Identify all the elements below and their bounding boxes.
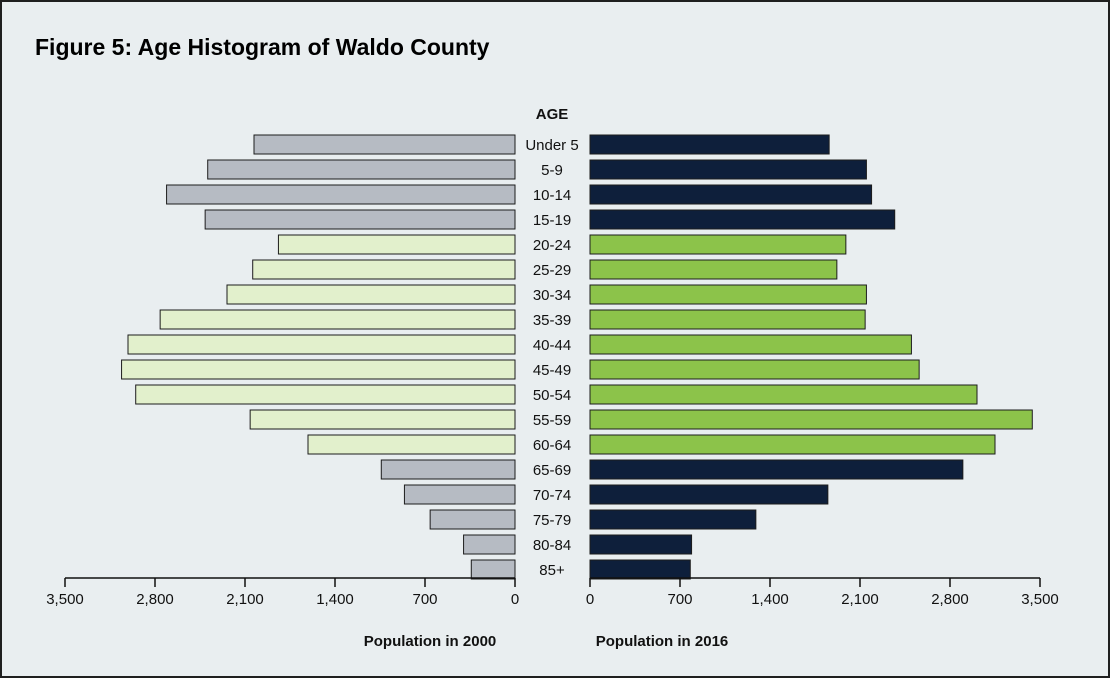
bar-2016-85+ (589, 559, 691, 580)
age-label-30-34: 30-34 (533, 287, 571, 304)
bar-2016-55-59 (589, 409, 1033, 430)
right-tick-label: 0 (586, 591, 594, 608)
bar-2016-80-84 (589, 534, 693, 555)
age-label-45-49: 45-49 (533, 362, 571, 379)
bars-2000 (121, 134, 516, 580)
bar-2016-25-29 (589, 259, 838, 280)
age-label-40-44: 40-44 (533, 337, 571, 354)
age-label-35-39: 35-39 (533, 312, 571, 329)
bar-2000-85+ (470, 559, 516, 580)
age-label-15-19: 15-19 (533, 212, 571, 229)
bar-2000-Under 5 (253, 134, 516, 155)
bar-2000-60-64 (307, 434, 516, 455)
bar-2000-35-39 (159, 309, 516, 330)
bar-2000-45-49 (121, 359, 516, 380)
bar-2016-30-34 (589, 284, 867, 305)
bar-2016-10-14 (589, 184, 873, 205)
bar-2000-10-14 (166, 184, 516, 205)
bar-2000-55-59 (249, 409, 516, 430)
bar-2016-15-19 (589, 209, 896, 230)
x-axes: 3,500 2,800 2,100 1,400 700 0 0 700 1,400 2,100 2,… (46, 577, 1059, 608)
right-tick-label: 2,800 (931, 591, 969, 608)
bar-2000-50-54 (135, 384, 516, 405)
figure-title: Figure 5: Age Histogram of Waldo County (35, 34, 490, 60)
age-label-75-79: 75-79 (533, 512, 571, 529)
left-tick-label: 3,500 (46, 591, 84, 608)
bar-2000-80-84 (463, 534, 516, 555)
age-label-65-69: 65-69 (533, 462, 571, 479)
left-tick-label: 2,800 (136, 591, 174, 608)
right-axis-title: Population in 2016 (596, 633, 729, 650)
bar-2016-50-54 (589, 384, 978, 405)
bar-2000-5-9 (207, 159, 516, 180)
age-label-Under 5: Under 5 (525, 137, 578, 154)
bar-2000-30-34 (226, 284, 516, 305)
right-tick-label: 700 (667, 591, 692, 608)
age-label-55-59: 55-59 (533, 412, 571, 429)
bar-2016-75-79 (589, 509, 757, 530)
bar-2016-Under 5 (589, 134, 830, 155)
age-label-10-14: 10-14 (533, 187, 571, 204)
age-axis-header: AGE (536, 106, 569, 123)
age-label-5-9: 5-9 (541, 162, 563, 179)
bars-2016 (589, 134, 1033, 580)
bar-2016-5-9 (589, 159, 867, 180)
bar-2000-25-29 (252, 259, 516, 280)
age-label-70-74: 70-74 (533, 487, 571, 504)
left-tick-label: 0 (511, 591, 519, 608)
bar-2016-70-74 (589, 484, 829, 505)
bar-2000-15-19 (204, 209, 516, 230)
bar-2000-40-44 (127, 334, 516, 355)
age-label-80-84: 80-84 (533, 537, 571, 554)
age-label-85+: 85+ (539, 562, 565, 579)
bar-2000-20-24 (277, 234, 516, 255)
left-tick-label: 2,100 (226, 591, 264, 608)
age-category-labels: Under 5 5-9 10-14 15-19 20-24 25-29 30-34 35-39… (525, 137, 578, 579)
bar-2016-60-64 (589, 434, 996, 455)
left-tick-label: 1,400 (316, 591, 354, 608)
age-label-60-64: 60-64 (533, 437, 571, 454)
right-tick-label: 3,500 (1021, 591, 1059, 608)
bar-2016-40-44 (589, 334, 912, 355)
age-label-20-24: 20-24 (533, 237, 571, 254)
right-tick-label: 2,100 (841, 591, 879, 608)
bar-2000-70-74 (403, 484, 516, 505)
age-label-50-54: 50-54 (533, 387, 571, 404)
bar-2016-65-69 (589, 459, 964, 480)
left-axis-title: Population in 2000 (364, 633, 497, 650)
bar-2016-45-49 (589, 359, 920, 380)
bar-2016-35-39 (589, 309, 866, 330)
bar-2000-65-69 (380, 459, 516, 480)
age-label-25-29: 25-29 (533, 262, 571, 279)
bar-2000-75-79 (429, 509, 516, 530)
left-tick-label: 700 (412, 591, 437, 608)
bar-2016-20-24 (589, 234, 847, 255)
right-tick-label: 1,400 (751, 591, 789, 608)
